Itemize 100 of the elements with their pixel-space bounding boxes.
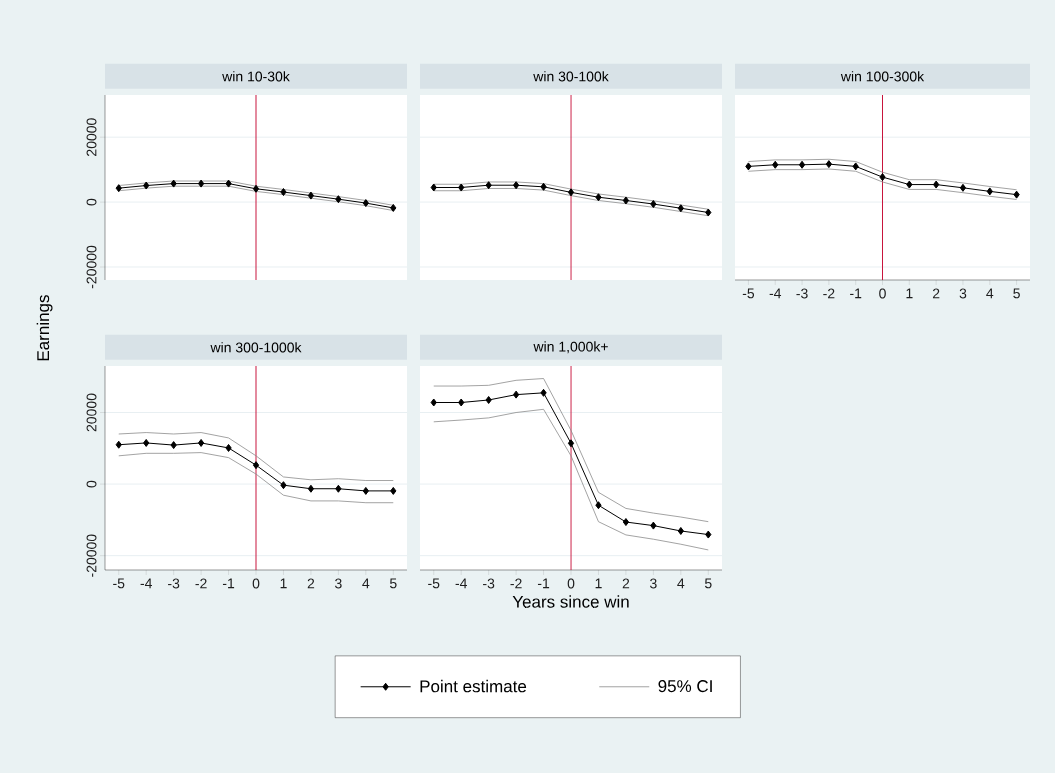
point: [1013, 190, 1020, 199]
point: [512, 181, 520, 190]
x-tick-label: -2: [510, 578, 522, 589]
point: [362, 199, 369, 208]
point: [390, 203, 397, 212]
y-tick-label: 0: [86, 198, 97, 206]
point: [567, 188, 575, 197]
x-axis-title: Years since win: [512, 595, 629, 608]
y-tick-label: -20000: [86, 534, 97, 577]
point: [933, 180, 940, 189]
point: [197, 179, 205, 188]
point: [540, 182, 547, 191]
chart-title: win 1,000k+: [533, 341, 608, 354]
point: [335, 195, 342, 204]
x-tick-label: 4: [986, 288, 994, 299]
x-tick-label: -4: [769, 288, 782, 299]
chart-title: win 30-100k: [533, 71, 609, 82]
point: [225, 443, 232, 452]
x-tick-label: -1: [850, 288, 862, 299]
x-tick-label: -3: [796, 288, 808, 299]
point: [825, 160, 832, 169]
x-tick-label: 4: [677, 578, 685, 589]
point: [959, 183, 967, 192]
line-series: [118, 452, 394, 504]
x-tick-label: 3: [959, 288, 967, 299]
x-tick-label: 2: [932, 288, 940, 299]
x-tick-label: -1: [537, 578, 550, 589]
x-tick-label: 2: [622, 578, 630, 589]
chart-title: win 300-1000k: [210, 342, 302, 353]
point: [143, 181, 150, 190]
x-tick-label: -5: [113, 578, 125, 589]
x-tick-label: 5: [1013, 288, 1020, 299]
point: [143, 438, 150, 447]
point: [458, 398, 465, 407]
point: [280, 481, 287, 490]
point: [280, 188, 287, 197]
point: [650, 521, 657, 530]
x-tick-label: -5: [742, 288, 755, 299]
point: [622, 196, 630, 205]
legend-label: Point estimate: [420, 679, 527, 693]
point: [430, 183, 437, 192]
point: [458, 183, 465, 192]
x-tick-label: 1: [280, 578, 287, 589]
x-tick-label: -2: [195, 578, 207, 589]
point: [485, 181, 492, 190]
point: [705, 208, 712, 217]
point: [170, 179, 177, 188]
point: [307, 484, 315, 493]
point: [595, 501, 602, 510]
legend-label: 95% CI: [658, 680, 712, 693]
point: [430, 398, 437, 407]
point: [798, 160, 806, 169]
point: [252, 184, 260, 193]
point: [225, 179, 232, 188]
line-series: [118, 432, 394, 481]
y-tick-label: 20000: [86, 118, 97, 156]
point: [307, 191, 315, 200]
point: [390, 486, 397, 495]
point: [677, 526, 684, 535]
y-tick-label: 20000: [86, 393, 97, 432]
point: [115, 440, 122, 449]
y-tick-label: 0: [86, 480, 97, 488]
x-tick-label: -4: [140, 578, 152, 589]
point: [540, 388, 547, 397]
point: [252, 461, 260, 470]
x-tick-label: 5: [704, 578, 712, 589]
x-tick-label: 3: [335, 578, 342, 589]
point: [197, 438, 205, 447]
point: [170, 441, 177, 450]
point: [512, 390, 520, 399]
x-tick-label: 4: [362, 578, 370, 589]
x-tick-label: -1: [222, 578, 235, 589]
point: [705, 530, 712, 539]
point: [622, 518, 630, 527]
point: [745, 162, 752, 171]
point: [115, 184, 122, 193]
x-tick-label: 2: [307, 578, 315, 589]
point: [650, 200, 657, 209]
x-tick-label: 1: [595, 578, 602, 589]
point: [485, 395, 492, 404]
chart-title: win 100-300k: [840, 71, 925, 82]
point: [906, 180, 913, 189]
x-tick-label: -3: [483, 578, 495, 589]
x-tick-label: 0: [567, 578, 575, 589]
point: [852, 162, 859, 171]
x-tick-label: 3: [650, 578, 657, 589]
x-tick-label: 1: [906, 288, 913, 299]
point: [595, 193, 602, 202]
point: [986, 187, 993, 196]
point: [335, 484, 342, 493]
x-tick-label: 0: [879, 288, 886, 299]
point: [677, 204, 684, 213]
x-tick-label: -3: [168, 578, 180, 589]
x-tick-label: 0: [252, 578, 260, 589]
point: [879, 173, 886, 182]
y-tick-label: -20000: [86, 245, 97, 289]
x-tick-label: -2: [823, 288, 835, 299]
point: [772, 160, 779, 169]
x-tick-label: -5: [428, 578, 440, 589]
point: [567, 439, 575, 448]
